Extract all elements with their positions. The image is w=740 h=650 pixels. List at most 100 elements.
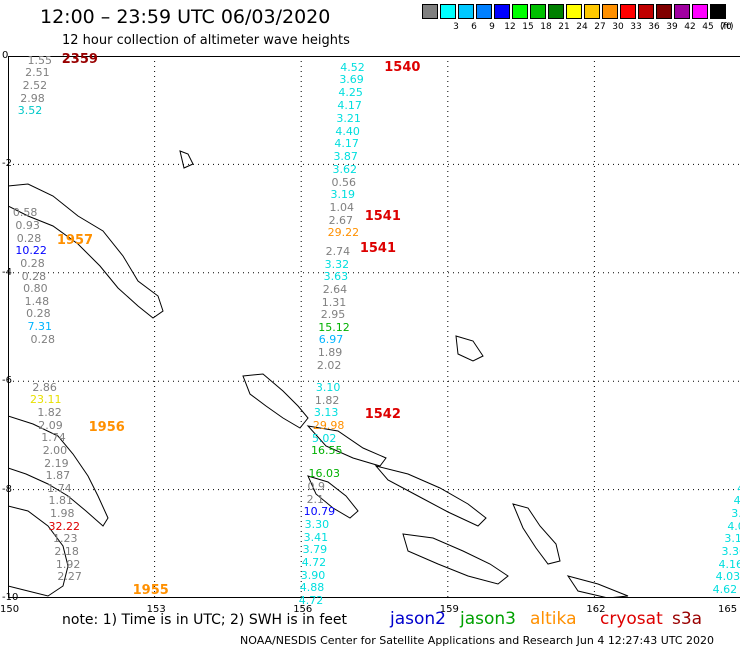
x-tick-label: 150 xyxy=(0,604,20,615)
legend-label: 21 xyxy=(558,22,570,32)
legend-label: 39 xyxy=(666,22,678,32)
wave-height-label: 0.28 xyxy=(20,257,45,271)
wave-height-label: 1.82 xyxy=(314,393,340,407)
wave-height-label: 1.81 xyxy=(48,494,74,508)
legend-label: 24 xyxy=(576,22,588,32)
wave-height-label: 23.11 xyxy=(29,393,62,407)
wave-height-label: 1.74 xyxy=(41,431,66,445)
makira-coast xyxy=(566,575,629,598)
wave-height-label: 2.64 xyxy=(322,283,348,297)
legend-label: 6 xyxy=(471,22,477,32)
wave-height-label: 0.28 xyxy=(26,307,51,321)
wave-height-label: 0.28 xyxy=(21,269,47,283)
legend-swatch xyxy=(548,4,564,19)
wave-height-label: 1.92 xyxy=(55,557,81,571)
legend-swatch xyxy=(584,4,600,19)
plot-frame xyxy=(8,56,740,598)
wave-height-label: 1.04 xyxy=(329,201,355,215)
legend-label: 3 xyxy=(453,22,459,32)
wave-height-label: 3.62 xyxy=(332,162,357,176)
legend-swatch xyxy=(530,4,546,19)
y-tick-label: -8 xyxy=(2,483,12,495)
footer-note: note: 1) Time is in UTC; 2) SWH is in fe… xyxy=(62,612,348,628)
malaita-coast xyxy=(512,503,561,565)
wave-height-label: 4.40 xyxy=(335,124,360,138)
wave-height-label: 1.87 xyxy=(45,468,71,482)
track-time-label: 1956 xyxy=(88,420,125,436)
wave-height-label: 3.52 xyxy=(17,104,43,118)
wave-height-label: 1.74 xyxy=(47,481,72,495)
legend-label: 9 xyxy=(489,22,495,32)
wave-height-label: 5.02 xyxy=(311,431,337,445)
satellite-name-jason2: jason2 xyxy=(390,609,446,629)
wave-height-label: 4.25 xyxy=(338,86,363,100)
x-tick-label: 156 xyxy=(293,604,313,615)
wave-height-label: 2.1 xyxy=(306,492,325,506)
wave-height-label: 4 xyxy=(737,483,740,494)
x-tick-label: 165 xyxy=(718,604,738,615)
legend-swatch xyxy=(440,4,456,19)
wave-height-label: 16.03 xyxy=(308,467,341,481)
wave-height-label: 3.10 xyxy=(315,380,341,394)
footer-credit: NOAA/NESDIS Center for Satellite Applica… xyxy=(240,634,715,647)
new-georgia-coast xyxy=(307,475,359,519)
wave-height-label: 4.72 xyxy=(301,555,327,569)
wave-height-label: 0.28 xyxy=(30,332,55,346)
wave-height-label: 4.17 xyxy=(334,137,359,151)
y-tick-label: -2 xyxy=(2,158,12,170)
wave-height-label: 3.9 xyxy=(731,506,740,520)
wave-height-label: 3.90 xyxy=(300,568,326,582)
legend-label: 36 xyxy=(648,22,660,32)
wave-height-label: 29.22 xyxy=(327,226,360,240)
wave-height-label: 0.58 xyxy=(12,206,38,220)
wave-height-label: 2.27 xyxy=(57,570,82,584)
y-tick-label: -10 xyxy=(2,592,19,603)
map-canvas xyxy=(8,56,740,598)
wave-height-label: 2.18 xyxy=(54,544,79,558)
track-time-label: 1542 xyxy=(364,406,401,422)
wave-height-label: 0.28 xyxy=(16,231,42,245)
wave-height-label: 0.80 xyxy=(23,281,48,295)
legend-label: 33 xyxy=(630,22,642,32)
satellite-name-jason3: jason3 xyxy=(460,609,516,629)
legend-swatch xyxy=(638,4,654,19)
wave-height-label: 3.19 xyxy=(330,188,356,202)
map-subtitle: 12 hour collection of altimeter wave hei… xyxy=(62,33,350,48)
new-ireland-coast xyxy=(8,183,164,319)
track-time-label: 1957 xyxy=(56,233,94,249)
wave-height-label: 2.52 xyxy=(22,78,48,92)
wave-height-label: 1.48 xyxy=(24,294,50,308)
legend-label: 18 xyxy=(540,22,552,32)
wave-height-label: 4.16 xyxy=(718,557,740,571)
wave-height-label: 7.31 xyxy=(27,319,53,333)
legend-label: 15 xyxy=(522,22,534,32)
ontong-java-coast xyxy=(455,335,484,362)
x-tick-label: 153 xyxy=(146,604,166,615)
bougainville-coast xyxy=(242,373,309,429)
wave-height-label: 4.52 xyxy=(340,60,365,74)
wave-height-label: 4. xyxy=(733,494,740,508)
legend-swatch xyxy=(458,4,474,19)
choiseul-coast xyxy=(306,425,387,467)
wave-height-label: 32.22 xyxy=(48,519,81,533)
legend-swatch xyxy=(674,4,690,19)
x-tick-label: 159 xyxy=(439,604,459,615)
wave-height-label: 2.74 xyxy=(325,245,351,259)
wave-height-label: 3.79 xyxy=(302,543,328,557)
wave-height-label: 3.63 xyxy=(323,270,349,284)
wave-height-label: 2.02 xyxy=(316,358,342,372)
isabel-coast xyxy=(374,465,487,527)
legend-swatch xyxy=(422,4,438,19)
y-tick-label: -6 xyxy=(2,375,12,387)
wave-height-label: 10.79 xyxy=(303,505,336,519)
legend-swatch xyxy=(692,4,708,19)
y-tick-label: 0 xyxy=(2,50,9,61)
wave-height-label: 10.22 xyxy=(15,244,47,258)
map-plot: 1.55 2.51 2.52 2.98 3.52 4.52 3.69 4.25 4.17 3.21… xyxy=(8,53,740,606)
wave-height-label: 0.56 xyxy=(331,175,356,189)
wave-height-label: 2.09 xyxy=(38,418,63,432)
legend-label: 12 xyxy=(504,22,516,32)
wave-height-label: 15.12 xyxy=(318,321,350,334)
wave-height-label: 4.62 xyxy=(712,582,738,596)
wave-height-label: 4.03 xyxy=(715,570,740,584)
